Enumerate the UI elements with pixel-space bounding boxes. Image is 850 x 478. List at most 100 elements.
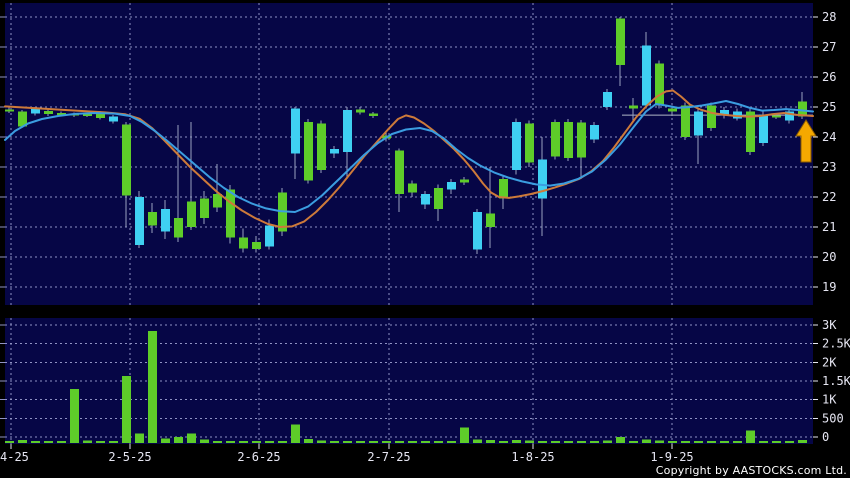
candle [252,236,261,253]
price-axis-label: 24 [822,130,836,144]
volume-bar [291,424,300,443]
x-grid [10,3,673,449]
candle [564,119,573,161]
volume-panel [5,318,813,444]
volume-bar [148,331,157,443]
volume-axis-label: 500 [822,411,844,425]
volume-bar [746,430,755,443]
volume-bar [564,440,573,443]
x-axis-label: 2-5-25 [108,450,151,464]
volume-axis-label: 0 [822,430,829,444]
volume-bar [395,441,404,443]
volume-bar [317,440,326,443]
volume-bar [694,441,703,443]
volume-bar [629,441,638,443]
volume-bar [681,441,690,443]
volume-bar [57,441,66,443]
volume-bar [265,441,274,443]
candle [473,209,482,254]
volume-bar [187,433,196,443]
volume-bar [161,438,170,443]
volume-axis-label: 2.5K [822,337,850,351]
volume-bar [733,441,742,443]
volume-axis-label: 1.5K [822,374,850,388]
volume-bar [252,440,261,443]
volume-bar [772,441,781,443]
volume-bar [603,440,612,443]
candle [213,164,222,212]
candle [200,191,209,224]
volume-bar [278,440,287,443]
candle [733,108,742,121]
price-axis-label: 20 [822,250,836,264]
volume-bar [785,441,794,443]
candle [369,111,378,118]
x-axis-label: 4-25 [0,450,29,464]
volume-bar [200,439,209,443]
volume-bar [18,440,27,443]
volume-bar [135,433,144,443]
candle [421,191,430,209]
volume-bar [577,441,586,443]
volume-bar [70,388,79,443]
ma-slow-line [4,89,814,228]
x-axis-label: 1-9-25 [650,450,693,464]
price-axis-label: 28 [822,10,836,24]
candle [512,118,521,175]
volume-bar [421,441,430,443]
copyright-notice: Copyright by AASTOCKS.com Ltd. [655,464,847,477]
candle [135,191,144,248]
price-axis-label: 19 [822,280,836,294]
volume-bar [304,438,313,443]
candles-layer [5,17,807,254]
candle [122,122,131,227]
candle [317,120,326,173]
volume-bar [83,440,92,443]
volume-bar [525,440,534,443]
volume-bar [434,441,443,443]
candle [408,180,417,197]
candle [304,119,313,184]
candle [187,122,196,230]
volume-bar [759,440,768,443]
candle [759,111,768,146]
volume-bar [356,441,365,443]
candle [434,184,443,221]
volume-bar [486,440,495,443]
volume-bar [460,427,469,443]
candle [616,17,625,86]
volume-bar [226,441,235,443]
volume-bar [239,441,248,443]
candle [603,89,612,110]
volume-bar [720,441,729,443]
volume-bar [408,440,417,443]
volume-axis-label: 2K [822,355,837,369]
panels [5,3,813,444]
volume-bar [655,440,664,443]
volume-bar [642,439,651,443]
price-axis-label: 27 [822,40,836,54]
candle [694,108,703,164]
volume-axis-label: 3K [822,318,837,332]
volume-bar [590,440,599,443]
candle [161,200,170,239]
volume-bar [109,440,118,443]
volume-bar [5,441,14,443]
volume-bar [512,439,521,443]
candle [18,110,27,128]
price-axis-label: 26 [822,70,836,84]
volume-grid [0,324,818,438]
volume-bar [369,441,378,443]
candle [720,107,729,119]
candle [499,175,508,209]
x-axis-label: 2-6-25 [237,450,280,464]
candle [551,119,560,160]
price-axis-label: 22 [822,190,836,204]
volume-axis-label: 1K [822,393,837,407]
candle [525,120,534,167]
volume-bar [538,440,547,443]
volume-bar [44,441,53,443]
volume-bar [382,441,391,443]
candle [239,228,248,253]
